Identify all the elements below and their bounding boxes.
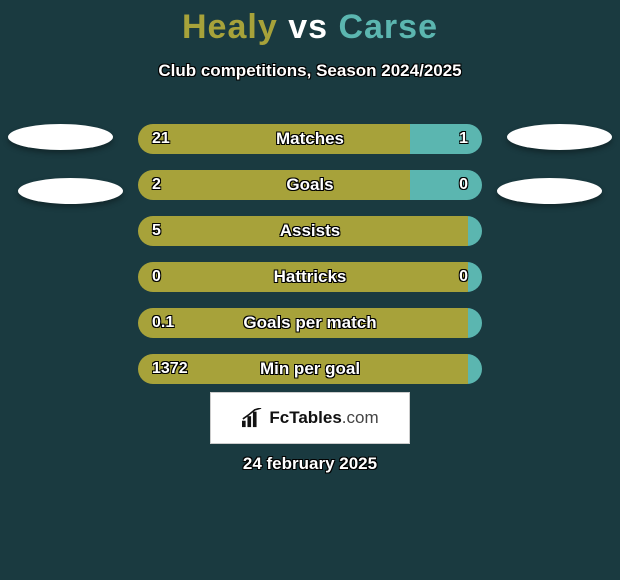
branding-badge: FcTables.com	[210, 392, 410, 444]
generated-date: 24 february 2025	[0, 454, 620, 474]
stat-row: 1372Min per goal	[138, 354, 482, 384]
comparison-card: Healy vs Carse Club competitions, Season…	[0, 0, 620, 580]
stat-segment-player2	[468, 354, 482, 384]
avatar-placeholder-right-bottom	[497, 178, 602, 204]
branding-domain: .com	[342, 408, 379, 427]
stat-value-player1: 0	[152, 268, 161, 286]
stat-bars: 211Matches20Goals5Assists00Hattricks0.1G…	[138, 124, 482, 400]
stat-segment-player1: 0	[138, 262, 468, 292]
branding-text: FcTables.com	[269, 408, 378, 428]
avatar-placeholder-left-top	[8, 124, 113, 150]
stat-value-player1: 5	[152, 222, 161, 240]
stat-segment-player1: 21	[138, 124, 410, 154]
stat-segment-player1: 2	[138, 170, 410, 200]
stat-value-player1: 0.1	[152, 314, 174, 332]
stat-segment-player2: 1	[410, 124, 482, 154]
fctables-logo-icon	[241, 408, 263, 428]
stat-value-player1: 1372	[152, 360, 188, 378]
stat-segment-player2: 0	[410, 170, 482, 200]
avatar-placeholder-right-top	[507, 124, 612, 150]
stat-value-player2: 0	[459, 176, 468, 194]
stat-row: 0.1Goals per match	[138, 308, 482, 338]
stat-row: 211Matches	[138, 124, 482, 154]
title-vs: vs	[288, 8, 328, 46]
branding-name: FcTables	[269, 408, 341, 427]
stat-value-player2: 1	[459, 130, 468, 148]
stat-segment-player1: 1372	[138, 354, 468, 384]
stat-segment-player1: 5	[138, 216, 468, 246]
stat-segment-player1: 0.1	[138, 308, 468, 338]
avatar-placeholder-left-bottom	[18, 178, 123, 204]
stat-segment-player2: 0	[468, 262, 482, 292]
stat-value-player2: 0	[459, 268, 468, 286]
stat-value-player1: 21	[152, 130, 170, 148]
title-player1: Healy	[182, 8, 278, 46]
subtitle: Club competitions, Season 2024/2025	[0, 61, 620, 81]
stat-value-player1: 2	[152, 176, 161, 194]
stat-segment-player2	[468, 308, 482, 338]
stat-segment-player2	[468, 216, 482, 246]
title-player2: Carse	[338, 8, 438, 46]
stat-row: 5Assists	[138, 216, 482, 246]
stat-row: 00Hattricks	[138, 262, 482, 292]
page-title: Healy vs Carse	[0, 8, 620, 47]
stat-row: 20Goals	[138, 170, 482, 200]
